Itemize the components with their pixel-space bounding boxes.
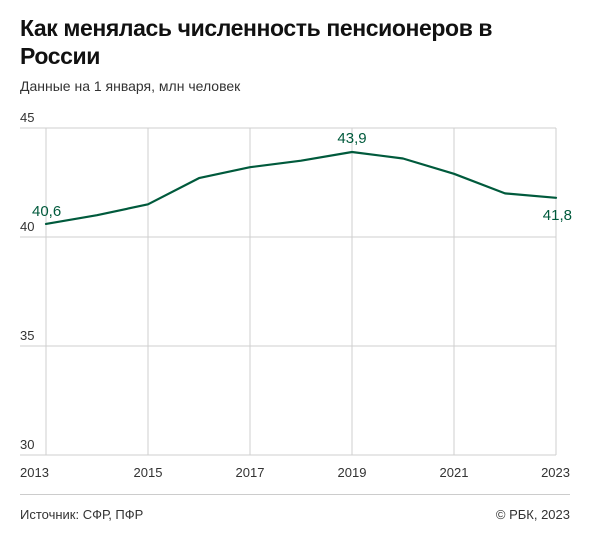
axis-ticks: 30 35 40 45 2013 2015 2017 2019 2021 2023 — [20, 110, 570, 480]
series-layer — [44, 150, 558, 225]
chart-subtitle: Данные на 1 января, млн человек — [20, 78, 241, 94]
footer: Источник: СФР, ПФР © РБК, 2023 — [20, 494, 570, 522]
data-label: 41,8 — [543, 207, 572, 224]
y-tick-label: 40 — [20, 219, 34, 234]
x-tick-label: 2013 — [20, 465, 49, 480]
x-tick-label: 2015 — [134, 465, 163, 480]
x-tick-label: 2023 — [541, 465, 570, 480]
grid-lines — [20, 127, 557, 456]
y-tick-label: 45 — [20, 110, 34, 125]
y-tick-label: 35 — [20, 328, 34, 343]
data-label: 40,6 — [32, 203, 61, 220]
x-tick-label: 2017 — [236, 465, 265, 480]
data-label: 43,9 — [337, 130, 366, 147]
source-note: Источник: СФР, ПФР — [20, 507, 144, 522]
chart-title: Как менялась численность пенсионеров в Р… — [20, 15, 493, 69]
copyright-note: © РБК, 2023 — [495, 507, 570, 522]
series-line — [44, 150, 558, 225]
x-tick-label: 2021 — [440, 465, 469, 480]
x-tick-label: 2019 — [338, 465, 367, 480]
line-chart: 30 35 40 45 2013 2015 2017 2019 2021 2023 40,6 43,… — [20, 110, 572, 480]
y-tick-label: 30 — [20, 437, 34, 452]
data-labels: 40,6 43,9 41,8 — [32, 130, 572, 224]
